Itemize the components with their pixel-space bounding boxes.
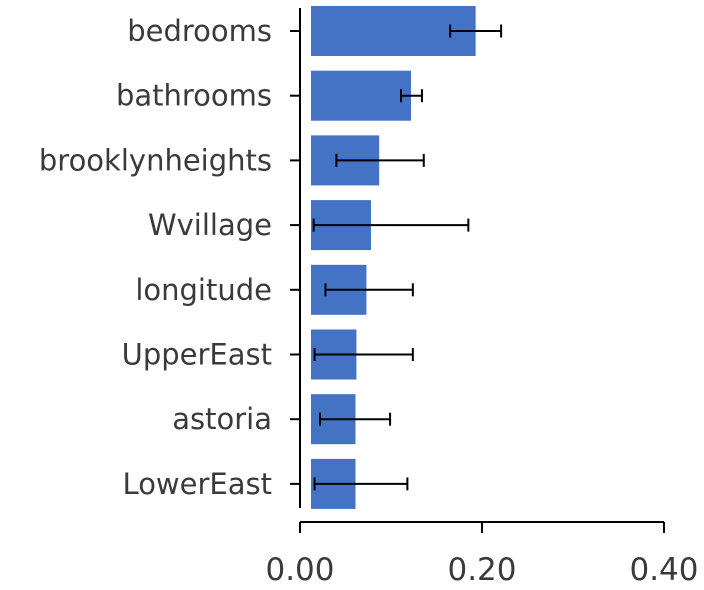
x-tick-label-0.20: 0.20 (447, 552, 516, 588)
category-label-brooklynheights: brooklynheights (39, 143, 272, 177)
error-bar-longitude (324, 283, 414, 297)
error-bar-astoria (319, 412, 392, 426)
category-label-bedrooms: bedrooms (127, 14, 272, 48)
category-labels: bedrooms bathrooms brooklynheights Wvillage… (39, 14, 300, 501)
bars-layer (311, 6, 476, 509)
x-ticks: 0.00 0.20 0.40 (265, 522, 699, 588)
category-label-astoria: astoria (172, 402, 272, 436)
error-bar-bathrooms (400, 89, 423, 103)
error-bar-brooklynheights (335, 153, 425, 167)
x-tick-label-0.00: 0.00 (265, 552, 334, 588)
error-bar-bedrooms (449, 24, 503, 38)
category-label-UpperEast: UpperEast (122, 338, 272, 372)
category-label-Wvillage: Wvillage (148, 208, 272, 242)
error-bars-layer (312, 24, 503, 491)
error-bar-UpperEast (313, 348, 414, 361)
category-label-LowerEast: LowerEast (123, 467, 272, 501)
category-label-bathrooms: bathrooms (116, 79, 272, 113)
error-bar-Wvillage (312, 218, 470, 232)
bar-bedrooms (311, 6, 476, 56)
bar-bathrooms (311, 70, 412, 121)
category-label-longitude: longitude (135, 273, 272, 307)
x-tick-label-0.40: 0.40 (629, 552, 698, 588)
error-bar-LowerEast (313, 477, 409, 491)
